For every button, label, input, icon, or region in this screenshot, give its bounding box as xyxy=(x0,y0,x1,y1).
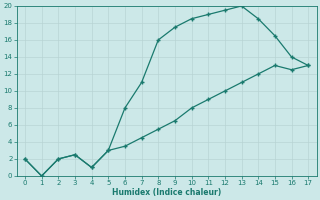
X-axis label: Humidex (Indice chaleur): Humidex (Indice chaleur) xyxy=(112,188,221,197)
